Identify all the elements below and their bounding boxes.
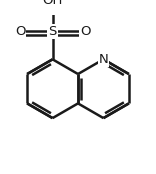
Text: O: O [15,25,25,38]
Text: S: S [48,25,57,38]
Text: N: N [99,53,108,66]
Text: O: O [80,25,90,38]
Text: OH: OH [42,0,63,7]
